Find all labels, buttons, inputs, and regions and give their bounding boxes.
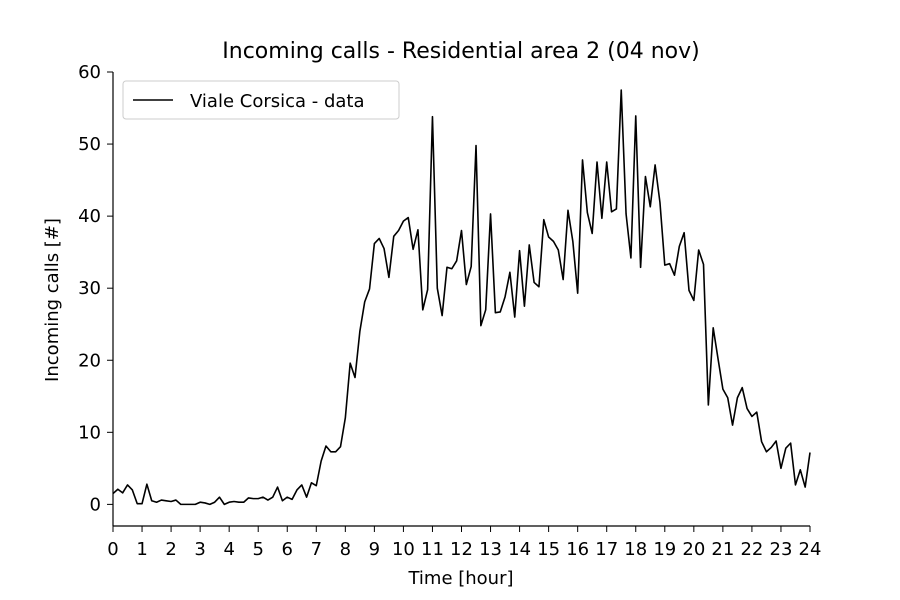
y-tick-label: 20 [78,350,101,371]
legend-box [122,80,400,120]
x-tick-label: 13 [479,539,502,560]
y-ticks: 0 10 20 30 40 50 60 [78,62,113,515]
y-tick-label: 30 [78,278,101,299]
x-tick-label: 6 [282,539,293,560]
x-tick-label: 24 [799,539,822,560]
y-tick-label: 0 [90,494,101,515]
x-tick-label: 17 [595,539,618,560]
x-tick-label: 21 [711,539,734,560]
x-tick-label: 7 [311,539,322,560]
y-tick-label: 60 [78,62,101,83]
x-tick-label: 23 [770,539,793,560]
x-tick-label: 2 [165,539,176,560]
x-tick-label: 19 [653,539,676,560]
x-tick-label: 18 [624,539,647,560]
x-tick-label: 20 [682,539,705,560]
y-tick-label: 50 [78,134,101,155]
x-tick-label: 0 [107,539,118,560]
x-tick-label: 22 [740,539,763,560]
x-tick-label: 15 [537,539,560,560]
x-tick-label: 12 [450,539,473,560]
x-tick-label: 16 [566,539,589,560]
x-tick-label: 4 [223,539,234,560]
chart-title: Incoming calls - Residential area 2 (04 … [222,39,699,64]
x-tick-label: 11 [421,539,444,560]
y-tick-label: 40 [78,206,101,227]
series-line [112,89,811,506]
y-tick-label: 10 [78,422,101,443]
x-tick-label: 1 [136,539,147,560]
legend: Viale Corsica - data [122,80,400,120]
x-ticks: 0 1 2 3 4 5 6 7 8 9 10 11 12 13 14 15 16 17 18 19 20 21 22 23 24 [107,526,821,560]
plot-area [112,89,811,506]
x-tick-label: 14 [508,539,531,560]
x-tick-label: 10 [392,539,415,560]
x-tick-label: 9 [369,539,380,560]
x-tick-label: 8 [340,539,351,560]
x-tick-label: 5 [252,539,263,560]
x-axis-label: Time [hour] [407,568,513,589]
x-tick-label: 3 [194,539,205,560]
legend-entry-label: Viale Corsica - data [190,91,365,112]
y-axis-label: Incoming calls [#] [42,218,63,382]
